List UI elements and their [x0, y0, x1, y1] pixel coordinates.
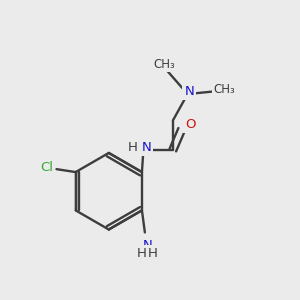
Text: CH₃: CH₃ [214, 83, 235, 96]
Text: N: N [184, 85, 194, 98]
Text: H: H [136, 247, 146, 260]
Text: H: H [127, 141, 137, 154]
Text: CH₃: CH₃ [153, 58, 175, 70]
Text: H: H [148, 247, 158, 260]
Text: Cl: Cl [40, 161, 53, 174]
Text: N: N [142, 238, 152, 252]
Text: N: N [142, 141, 151, 154]
Text: O: O [185, 118, 196, 131]
